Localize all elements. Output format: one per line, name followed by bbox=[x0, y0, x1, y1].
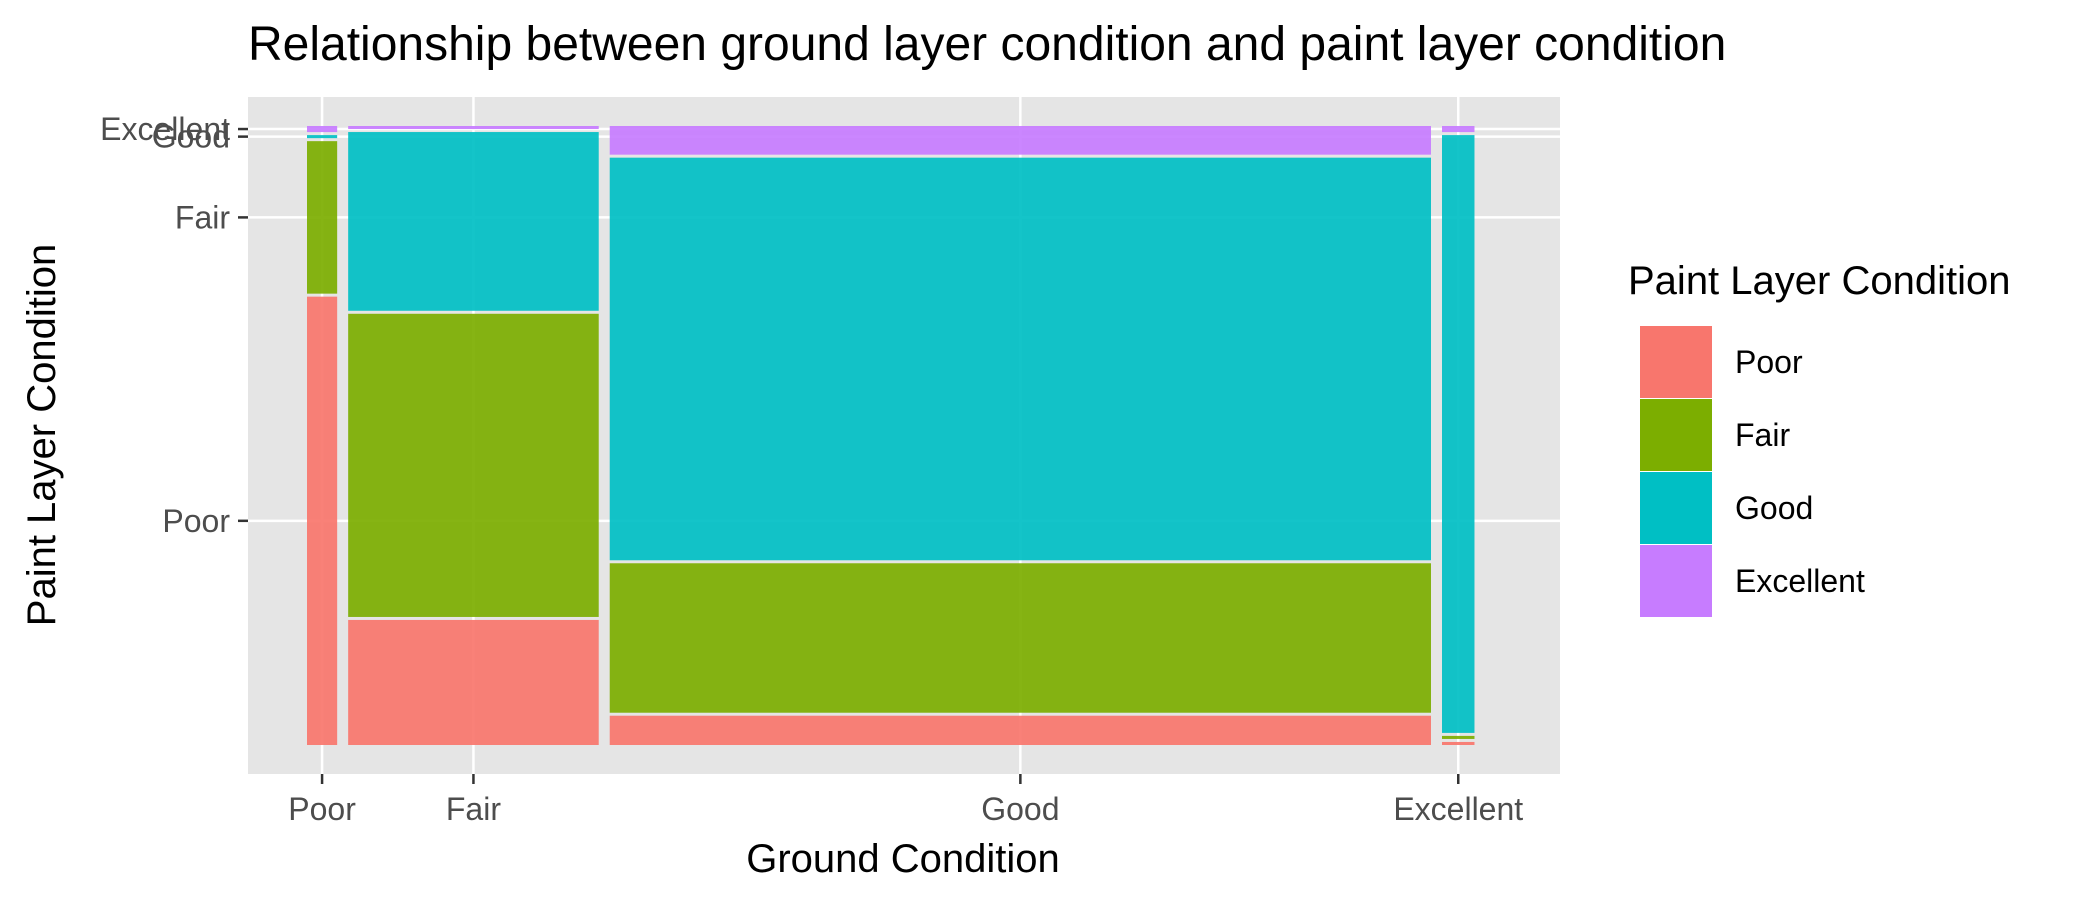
tile-excellent-excellent bbox=[1442, 126, 1475, 133]
tile-poor-good bbox=[307, 135, 338, 139]
y-tick-label-poor: Poor bbox=[162, 503, 230, 539]
chart-title: Relationship between ground layer condit… bbox=[248, 18, 1726, 71]
tile-fair-poor bbox=[348, 619, 599, 745]
x-axis: Poor Fair Good Excellent bbox=[288, 774, 1523, 827]
y-tick-label-excellent: Excellent bbox=[100, 111, 230, 147]
legend-title: Paint Layer Condition bbox=[1628, 259, 2010, 303]
x-tick-label-fair: Fair bbox=[446, 791, 501, 827]
legend-label-fair: Fair bbox=[1735, 417, 1790, 453]
x-tick-label-good: Good bbox=[981, 791, 1059, 827]
tile-good-fair bbox=[609, 563, 1431, 713]
tile-poor-fair bbox=[307, 141, 338, 294]
legend-label-excellent: Excellent bbox=[1735, 563, 1865, 599]
legend-key-poor bbox=[1640, 326, 1712, 398]
y-tick-label-fair: Fair bbox=[175, 199, 230, 235]
tile-poor-excellent bbox=[307, 126, 338, 133]
tile-poor-poor bbox=[307, 296, 338, 745]
tile-excellent-fair bbox=[1442, 735, 1475, 739]
legend-key-good bbox=[1640, 472, 1712, 544]
legend-key-excellent bbox=[1640, 545, 1712, 617]
y-tick-label-good: Good bbox=[152, 119, 230, 155]
legend: Paint Layer Condition Poor Fair Good Excell… bbox=[1628, 259, 2010, 617]
x-tick-label-poor: Poor bbox=[288, 791, 356, 827]
tile-good-poor bbox=[609, 715, 1431, 745]
y-axis-title: Paint Layer Condition bbox=[20, 244, 64, 626]
tile-excellent-good bbox=[1442, 135, 1475, 733]
tile-good-good bbox=[609, 157, 1431, 561]
x-axis-title: Ground Condition bbox=[746, 837, 1060, 881]
legend-label-poor: Poor bbox=[1735, 344, 1803, 380]
legend-key-fair bbox=[1640, 399, 1712, 471]
tile-good-excellent bbox=[609, 126, 1431, 155]
tile-excellent-poor bbox=[1442, 741, 1475, 745]
x-tick-label-excellent: Excellent bbox=[1393, 791, 1523, 827]
legend-label-good: Good bbox=[1735, 490, 1813, 526]
tile-fair-good bbox=[348, 132, 599, 311]
mosaic-tiles bbox=[307, 126, 1475, 745]
tile-fair-excellent bbox=[348, 126, 599, 130]
tile-fair-fair bbox=[348, 313, 599, 617]
